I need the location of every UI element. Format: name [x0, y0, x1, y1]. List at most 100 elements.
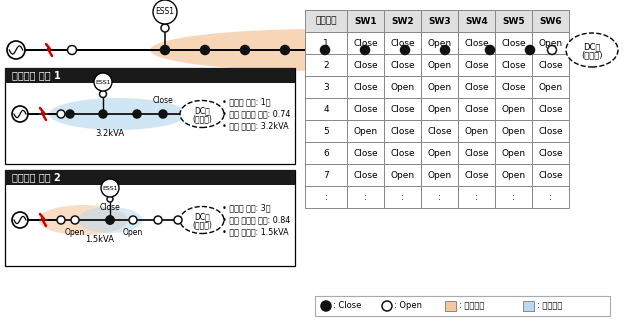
Text: Open: Open	[501, 170, 526, 180]
Text: (자열도): (자열도)	[581, 51, 602, 60]
Text: :: :	[438, 192, 441, 201]
Text: Close: Close	[353, 105, 377, 113]
Ellipse shape	[78, 207, 142, 233]
FancyBboxPatch shape	[384, 10, 421, 32]
Text: ESS1: ESS1	[156, 7, 174, 17]
FancyBboxPatch shape	[421, 98, 458, 120]
Text: Open: Open	[539, 82, 562, 92]
FancyBboxPatch shape	[532, 32, 569, 54]
Text: Close: Close	[501, 38, 526, 48]
Circle shape	[382, 301, 392, 311]
Circle shape	[7, 41, 25, 59]
Text: Open: Open	[428, 149, 451, 157]
Text: DC망: DC망	[583, 42, 601, 52]
Text: Close: Close	[390, 105, 415, 113]
Circle shape	[361, 46, 369, 54]
Text: : Close: : Close	[333, 302, 361, 310]
Text: Close: Close	[464, 105, 489, 113]
FancyBboxPatch shape	[305, 164, 347, 186]
FancyBboxPatch shape	[421, 142, 458, 164]
Text: Open: Open	[428, 105, 451, 113]
FancyBboxPatch shape	[458, 164, 495, 186]
Circle shape	[321, 301, 331, 311]
Text: Open: Open	[428, 82, 451, 92]
FancyBboxPatch shape	[495, 98, 532, 120]
FancyBboxPatch shape	[458, 54, 495, 76]
FancyBboxPatch shape	[458, 76, 495, 98]
FancyBboxPatch shape	[347, 76, 384, 98]
FancyBboxPatch shape	[458, 98, 495, 120]
Text: :: :	[549, 192, 552, 201]
Circle shape	[159, 110, 167, 118]
Text: Open: Open	[464, 126, 489, 136]
Text: • 부하 균등화 지수: 0.74: • 부하 균등화 지수: 0.74	[222, 110, 291, 118]
Text: Close: Close	[538, 105, 563, 113]
FancyBboxPatch shape	[384, 76, 421, 98]
FancyBboxPatch shape	[495, 10, 532, 32]
Text: Open: Open	[501, 149, 526, 157]
FancyBboxPatch shape	[532, 76, 569, 98]
Text: SW4: SW4	[465, 17, 488, 25]
FancyBboxPatch shape	[532, 98, 569, 120]
Text: Close: Close	[501, 82, 526, 92]
Text: Close: Close	[353, 82, 377, 92]
FancyBboxPatch shape	[495, 54, 532, 76]
Circle shape	[71, 216, 79, 224]
Text: Open: Open	[428, 61, 451, 69]
FancyBboxPatch shape	[458, 120, 495, 142]
Text: 복구후보: 복구후보	[315, 17, 337, 25]
Circle shape	[66, 110, 74, 118]
Text: Open: Open	[501, 126, 526, 136]
Text: Close: Close	[99, 203, 121, 212]
Circle shape	[201, 46, 209, 54]
Text: ESS1: ESS1	[102, 185, 118, 190]
Text: 3: 3	[323, 82, 329, 92]
FancyBboxPatch shape	[421, 76, 458, 98]
Text: • 복구 부하량: 1.5kVA: • 복구 부하량: 1.5kVA	[222, 228, 289, 236]
Text: 정전구역: 정전구역	[306, 38, 334, 52]
Text: • 스위칭 횟수: 1번: • 스위칭 횟수: 1번	[222, 97, 271, 107]
Text: Close: Close	[353, 38, 377, 48]
Ellipse shape	[49, 98, 187, 130]
Text: (자열도): (자열도)	[192, 220, 212, 230]
Text: SW1: SW1	[354, 17, 377, 25]
Ellipse shape	[180, 206, 224, 233]
Text: 1: 1	[323, 38, 329, 48]
Text: • 부하 균등화 지수: 0.84: • 부하 균등화 지수: 0.84	[222, 215, 290, 225]
FancyBboxPatch shape	[421, 10, 458, 32]
Text: Close: Close	[464, 38, 489, 48]
Text: Close: Close	[390, 149, 415, 157]
Circle shape	[153, 0, 177, 24]
FancyBboxPatch shape	[305, 10, 347, 32]
FancyBboxPatch shape	[458, 186, 495, 208]
FancyBboxPatch shape	[458, 142, 495, 164]
FancyBboxPatch shape	[384, 54, 421, 76]
Ellipse shape	[38, 205, 128, 235]
Circle shape	[57, 110, 65, 118]
FancyBboxPatch shape	[495, 32, 532, 54]
Circle shape	[281, 46, 289, 54]
Text: Close: Close	[390, 126, 415, 136]
FancyBboxPatch shape	[458, 10, 495, 32]
Text: Close: Close	[464, 170, 489, 180]
Text: : 정전구역: : 정전구역	[459, 302, 484, 310]
Circle shape	[99, 91, 106, 97]
Text: 1.5kVA: 1.5kVA	[86, 234, 114, 244]
Text: Close: Close	[538, 170, 563, 180]
Text: SW5: SW5	[503, 17, 525, 25]
FancyBboxPatch shape	[495, 76, 532, 98]
Text: SW3: SW3	[428, 17, 451, 25]
FancyBboxPatch shape	[532, 120, 569, 142]
Text: Close: Close	[464, 149, 489, 157]
FancyBboxPatch shape	[421, 32, 458, 54]
FancyBboxPatch shape	[5, 68, 295, 164]
Text: :: :	[401, 192, 404, 201]
FancyBboxPatch shape	[523, 301, 534, 311]
Text: Open: Open	[428, 38, 451, 48]
FancyBboxPatch shape	[305, 120, 347, 142]
Circle shape	[526, 46, 534, 54]
Circle shape	[68, 46, 76, 54]
FancyBboxPatch shape	[495, 120, 532, 142]
FancyBboxPatch shape	[347, 98, 384, 120]
Circle shape	[101, 179, 119, 197]
